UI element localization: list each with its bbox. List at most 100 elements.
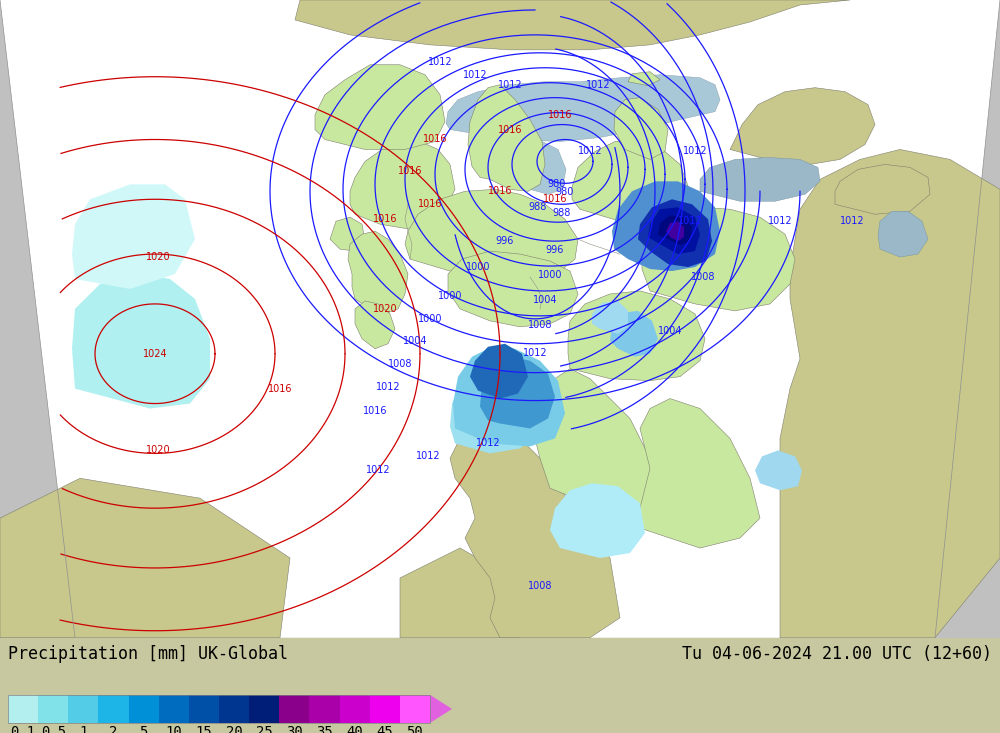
Polygon shape (835, 164, 930, 214)
Bar (68, 695, 98, 723)
Text: 1016: 1016 (423, 134, 447, 144)
Polygon shape (780, 150, 1000, 638)
Text: 1004: 1004 (658, 325, 682, 336)
Polygon shape (450, 419, 620, 638)
Polygon shape (453, 347, 565, 446)
Bar (219, 695, 249, 723)
Bar (129, 695, 159, 723)
Polygon shape (470, 344, 528, 399)
Text: 1012: 1012 (366, 465, 390, 475)
Text: 1004: 1004 (533, 295, 557, 305)
Polygon shape (405, 189, 578, 279)
Polygon shape (614, 97, 668, 159)
Text: 1000: 1000 (418, 314, 442, 324)
Text: 35: 35 (316, 725, 333, 733)
Text: 1016: 1016 (543, 194, 567, 205)
Polygon shape (480, 357, 555, 429)
Text: 1012: 1012 (768, 216, 792, 226)
Polygon shape (640, 399, 760, 548)
Text: 1012: 1012 (578, 147, 602, 156)
Text: 1: 1 (79, 725, 88, 733)
Polygon shape (350, 141, 455, 229)
Bar (279, 695, 309, 723)
Text: 1016: 1016 (268, 383, 292, 394)
Text: 1004: 1004 (403, 336, 427, 346)
Text: 1008: 1008 (528, 320, 552, 330)
Polygon shape (0, 0, 75, 638)
Text: 1012: 1012 (498, 80, 522, 89)
Polygon shape (592, 301, 628, 334)
Text: 5: 5 (139, 725, 148, 733)
Bar (159, 695, 189, 723)
Bar (98, 695, 129, 723)
Polygon shape (468, 85, 545, 191)
Polygon shape (535, 369, 660, 528)
Polygon shape (658, 216, 692, 245)
Polygon shape (878, 211, 928, 257)
Text: 996: 996 (546, 245, 564, 255)
Polygon shape (648, 207, 700, 254)
Polygon shape (638, 199, 712, 267)
Polygon shape (330, 217, 365, 251)
Text: 996: 996 (496, 236, 514, 246)
Bar (309, 695, 340, 723)
Text: 1000: 1000 (538, 270, 562, 280)
Text: 1000: 1000 (466, 262, 490, 272)
Polygon shape (510, 394, 540, 424)
Bar (189, 695, 219, 723)
Text: Tu 04-06-2024 21.00 UTC (12+60): Tu 04-06-2024 21.00 UTC (12+60) (682, 645, 992, 663)
Polygon shape (348, 231, 408, 314)
Polygon shape (450, 361, 545, 454)
Text: 30: 30 (286, 725, 303, 733)
Text: 40: 40 (346, 725, 363, 733)
Polygon shape (446, 75, 720, 141)
Polygon shape (0, 0, 1000, 638)
Text: 1016: 1016 (363, 405, 387, 416)
Polygon shape (72, 274, 210, 408)
Polygon shape (295, 0, 850, 50)
Text: 988: 988 (553, 208, 571, 218)
Text: 1016: 1016 (398, 166, 422, 177)
Polygon shape (448, 251, 578, 327)
Text: 1016: 1016 (488, 186, 512, 196)
Text: 50: 50 (407, 725, 423, 733)
Text: 1012: 1012 (416, 452, 440, 461)
Bar (400, 695, 430, 723)
Bar (370, 695, 400, 723)
Polygon shape (935, 0, 1000, 638)
Text: 1012: 1012 (476, 438, 500, 449)
Text: 1008: 1008 (388, 358, 412, 369)
Text: 1012: 1012 (840, 216, 864, 226)
Text: 0.5: 0.5 (41, 725, 66, 733)
Bar (8, 695, 38, 723)
Text: 10: 10 (165, 725, 182, 733)
Text: 980: 980 (556, 188, 574, 197)
Text: 1024: 1024 (143, 349, 167, 358)
Text: 1020: 1020 (146, 252, 170, 262)
Bar (8, 695, 430, 723)
Text: 980: 980 (548, 180, 566, 189)
Text: 0.1: 0.1 (11, 725, 36, 733)
Bar (38, 695, 68, 723)
Polygon shape (522, 141, 566, 194)
Text: Precipitation [mm] UK-Global: Precipitation [mm] UK-Global (8, 645, 288, 663)
Text: 1012: 1012 (376, 382, 400, 391)
Polygon shape (755, 450, 802, 490)
Text: 1016: 1016 (498, 125, 522, 135)
Polygon shape (730, 88, 875, 164)
Text: 1016: 1016 (418, 199, 442, 209)
Polygon shape (0, 478, 290, 638)
Polygon shape (642, 207, 795, 311)
Text: 1012: 1012 (678, 216, 702, 226)
Polygon shape (610, 311, 658, 357)
Text: 20: 20 (226, 725, 242, 733)
Polygon shape (400, 548, 530, 638)
Text: 1008: 1008 (691, 272, 715, 282)
Text: 15: 15 (196, 725, 212, 733)
Polygon shape (430, 695, 452, 723)
Text: 1020: 1020 (373, 304, 397, 314)
Text: 1012: 1012 (683, 147, 707, 156)
Polygon shape (612, 181, 720, 271)
Bar (340, 695, 370, 723)
Polygon shape (550, 483, 645, 558)
